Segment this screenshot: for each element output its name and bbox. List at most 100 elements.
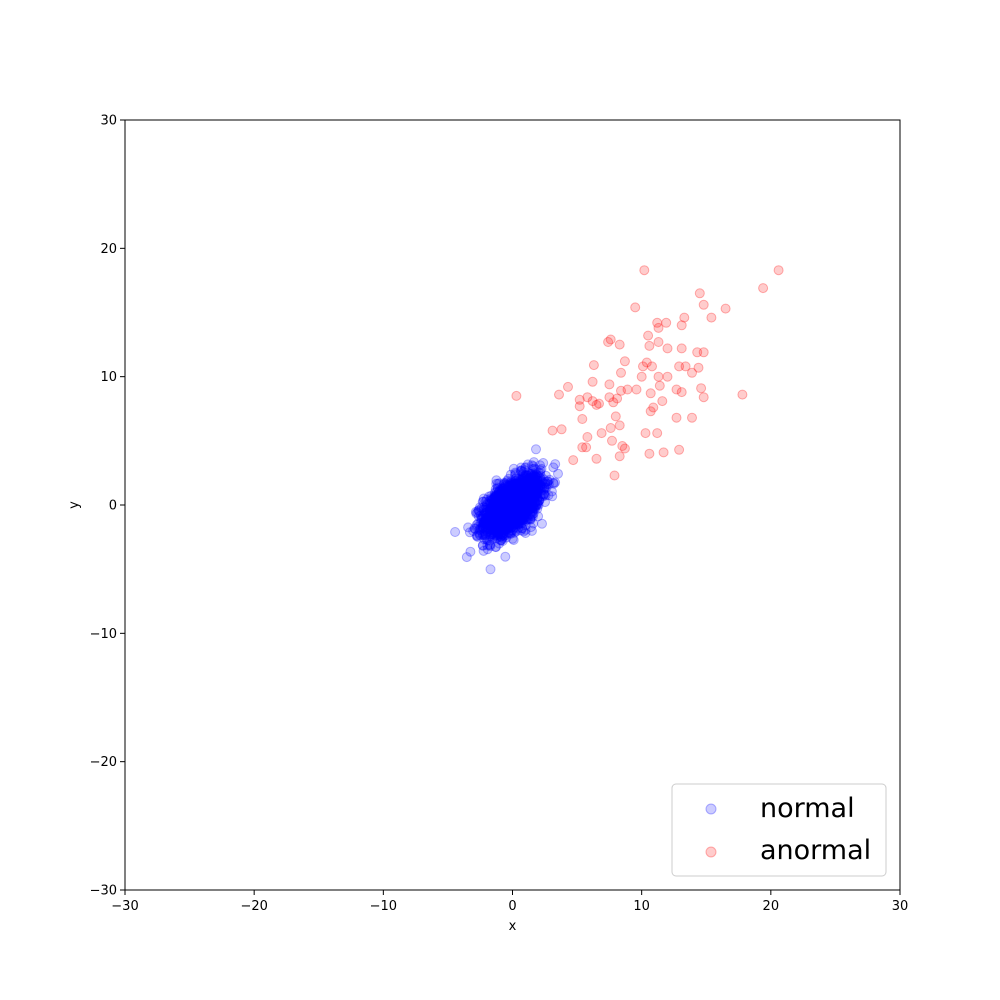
point-normal [519, 495, 530, 506]
point-anormal [645, 406, 656, 417]
point-normal [519, 485, 530, 496]
point-normal [495, 505, 506, 516]
point-normal [490, 492, 501, 502]
point-normal [482, 518, 493, 529]
point-normal [510, 502, 521, 513]
point-normal [477, 522, 488, 533]
point-normal [521, 490, 532, 501]
point-normal [511, 493, 521, 504]
point-normal [500, 507, 511, 518]
point-normal [524, 472, 535, 483]
point-normal [492, 498, 503, 509]
point-normal [520, 481, 530, 492]
point-normal [502, 507, 513, 518]
point-normal [516, 488, 527, 499]
point-normal [507, 494, 518, 505]
point-normal [488, 508, 499, 519]
point-anormal [554, 389, 564, 400]
point-normal [497, 512, 508, 523]
point-normal [503, 507, 514, 518]
point-anormal [603, 337, 614, 347]
point-normal [485, 529, 496, 540]
point-normal [480, 524, 491, 535]
point-normal [520, 493, 531, 504]
point-normal [497, 520, 508, 531]
point-normal [515, 504, 526, 515]
point-normal [508, 507, 519, 518]
point-normal [472, 531, 483, 542]
point-normal [514, 500, 525, 511]
point-normal [497, 505, 508, 516]
point-normal [498, 485, 508, 496]
point-normal [496, 504, 507, 515]
point-normal [510, 501, 521, 512]
point-normal [488, 519, 499, 530]
point-normal [485, 513, 496, 524]
point-normal [510, 493, 521, 504]
point-normal [494, 517, 505, 528]
point-normal [497, 502, 508, 512]
point-normal [485, 510, 496, 521]
point-normal [514, 494, 525, 505]
point-normal [524, 481, 534, 492]
point-normal [509, 504, 520, 515]
point-normal [499, 503, 510, 514]
point-normal [450, 527, 461, 537]
point-normal [511, 495, 522, 506]
point-normal [506, 507, 517, 518]
y-tick-label: 20 [100, 242, 117, 257]
point-normal [508, 501, 519, 512]
point-normal [504, 505, 515, 516]
point-normal [506, 483, 517, 494]
point-normal [511, 486, 522, 497]
point-normal [509, 510, 520, 521]
point-anormal [674, 444, 685, 455]
point-anormal [658, 447, 669, 458]
point-normal [510, 486, 520, 497]
point-normal [516, 482, 527, 493]
point-normal [494, 504, 505, 515]
point-normal [501, 498, 512, 509]
point-normal [535, 460, 545, 471]
point-normal [473, 505, 484, 516]
point-normal [497, 509, 508, 520]
point-normal [503, 499, 514, 510]
point-normal [511, 496, 522, 507]
point-normal [515, 501, 526, 512]
point-anormal [608, 397, 619, 408]
point-anormal [653, 337, 664, 347]
point-anormal [610, 411, 621, 422]
point-normal [472, 507, 483, 518]
point-normal [508, 478, 519, 489]
point-normal [498, 517, 509, 528]
point-normal [522, 485, 533, 496]
point-normal [520, 501, 531, 511]
point-normal [499, 521, 510, 532]
point-normal [481, 522, 492, 533]
point-normal [490, 526, 501, 537]
point-normal [517, 504, 528, 515]
point-normal [495, 519, 506, 530]
point-normal [530, 485, 541, 496]
point-normal [527, 490, 538, 501]
point-anormal [645, 388, 656, 399]
point-normal [498, 501, 509, 512]
point-normal [500, 499, 511, 510]
point-anormal [605, 423, 616, 433]
point-normal [517, 506, 527, 517]
point-normal [484, 505, 495, 516]
point-normal [509, 489, 520, 500]
point-normal [518, 498, 529, 509]
point-normal [513, 482, 524, 493]
point-normal [540, 479, 551, 490]
point-normal [496, 505, 507, 516]
point-normal [527, 470, 538, 481]
point-normal [513, 484, 524, 495]
point-normal [507, 512, 518, 523]
point-normal [518, 508, 529, 519]
point-normal [486, 520, 497, 531]
point-normal [510, 506, 520, 517]
legend: normal anormal [671, 783, 887, 877]
point-normal [546, 486, 557, 497]
point-normal [503, 508, 514, 519]
